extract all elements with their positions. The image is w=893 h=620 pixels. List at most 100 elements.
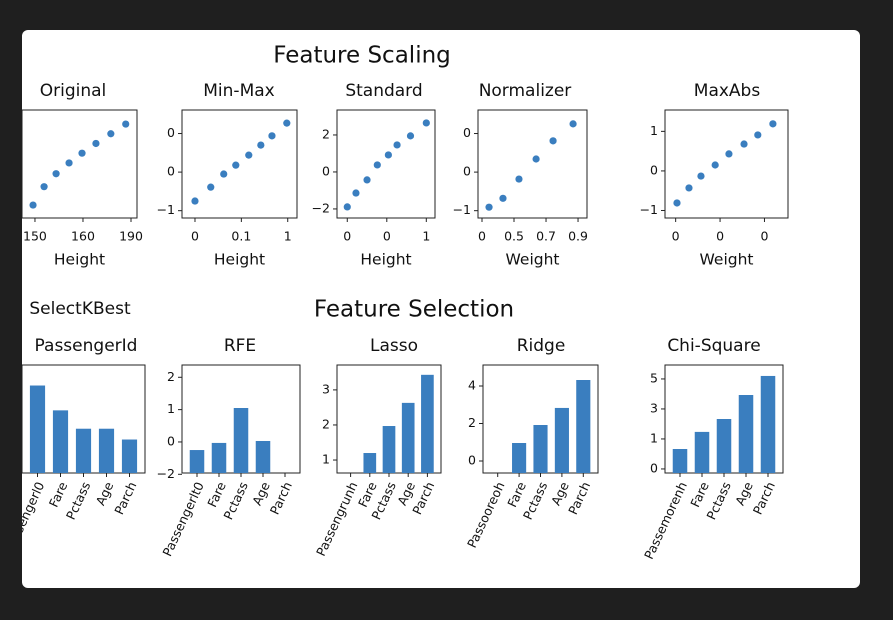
bar: [554, 407, 569, 473]
point: [343, 203, 351, 211]
y-tick-label: −1: [640, 202, 658, 217]
section-label: SelectKBest: [29, 299, 131, 319]
y-tick-label: 1: [650, 123, 658, 138]
bar: [29, 385, 46, 473]
x-tick-label: 0.9: [568, 229, 588, 244]
x-tick-label: 1: [284, 229, 292, 244]
y-tick-label: 0: [322, 163, 330, 178]
panel-title: Lasso: [370, 336, 418, 356]
bar: [760, 375, 776, 473]
bar: [75, 428, 92, 473]
point: [78, 149, 86, 157]
y-tick-label: 0: [650, 460, 658, 475]
point: [363, 176, 371, 184]
bar: [576, 380, 591, 473]
point: [740, 140, 748, 148]
bar: [421, 374, 434, 473]
point: [92, 139, 100, 148]
x-tick-label: 0.7: [536, 229, 556, 244]
point: [220, 170, 228, 178]
axes-frame: [664, 109, 789, 219]
x-tick-label: 0: [672, 229, 680, 244]
axes-frame: [477, 109, 588, 219]
panel-title: RFE: [224, 336, 256, 356]
point: [697, 172, 705, 180]
y-tick-label: 1: [650, 430, 658, 445]
bar: [211, 442, 227, 473]
bar: [189, 450, 205, 473]
panel-title: Normalizer: [479, 81, 572, 101]
y-tick-label: 3: [322, 381, 330, 396]
bar: [672, 449, 688, 473]
y-tick-label: 1: [167, 401, 175, 416]
panel-title: Original: [40, 81, 107, 101]
x-tick-label: 0: [716, 229, 724, 244]
y-tick-label: 2: [167, 369, 175, 384]
point: [754, 131, 762, 139]
y-tick-label: 0: [468, 453, 476, 468]
y-tick-label: 0: [463, 125, 471, 140]
panel-title: Chi-Square: [667, 336, 760, 356]
y-tick-label: 5: [650, 370, 658, 385]
bar: [512, 443, 527, 473]
y-tick-label: 0: [650, 162, 658, 177]
y-tick-label: 3: [650, 400, 658, 415]
point: [65, 159, 73, 167]
point: [485, 203, 493, 211]
bar: [738, 395, 754, 473]
point: [393, 141, 401, 149]
point: [232, 161, 240, 169]
y-tick-label: 0: [167, 164, 175, 179]
panel-title: Ridge: [517, 336, 566, 356]
page-title: Feature Scaling: [273, 43, 451, 69]
point: [725, 150, 733, 158]
point: [191, 197, 199, 205]
point: [352, 189, 360, 197]
x-axis-label: Weight: [699, 251, 753, 269]
point: [40, 183, 48, 191]
point: [257, 141, 265, 149]
point: [107, 130, 115, 138]
x-tick-label: 0: [343, 229, 351, 244]
x-axis-label: Weight: [505, 251, 559, 269]
y-tick-label: 0: [167, 433, 175, 448]
axes-frame: [22, 109, 138, 219]
bar: [363, 453, 377, 473]
y-tick-label: −1: [157, 202, 175, 217]
bar: [233, 408, 249, 473]
y-tick-label: 1: [322, 452, 330, 467]
point: [422, 119, 430, 127]
point: [268, 132, 276, 140]
x-axis-label: Height: [214, 251, 265, 269]
y-tick-label: 0: [463, 164, 471, 179]
point: [685, 184, 693, 192]
panel-title: PassengerId: [35, 336, 138, 356]
point: [406, 132, 415, 140]
x-tick-label: 0: [760, 229, 768, 244]
x-axis-label: Height: [360, 251, 411, 269]
point: [207, 183, 215, 191]
y-tick-label: 4: [468, 378, 476, 393]
bar: [382, 426, 396, 473]
point: [29, 201, 37, 209]
bar: [716, 419, 732, 473]
y-tick-label: −2: [312, 200, 330, 215]
y-tick-label: 2: [468, 415, 476, 430]
point: [52, 170, 60, 178]
point: [549, 137, 557, 145]
panel-title: Standard: [345, 81, 422, 101]
bar: [694, 431, 710, 473]
panel-title: Min-Max: [203, 81, 274, 101]
x-tick-label: 190: [119, 229, 143, 244]
axes-frame: [181, 109, 298, 219]
bar: [401, 402, 415, 473]
point: [122, 120, 130, 128]
bar: [533, 425, 548, 473]
y-tick-label: 0: [167, 125, 175, 140]
panel-title: MaxAbs: [694, 81, 761, 101]
x-tick-label: 150: [23, 229, 47, 244]
point: [245, 151, 253, 159]
point: [569, 120, 577, 128]
x-tick-label: 0: [383, 229, 391, 244]
